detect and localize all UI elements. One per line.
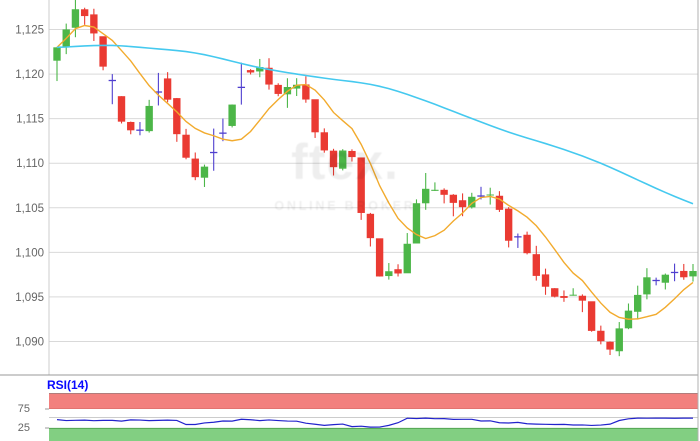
svg-text:RSI(14): RSI(14) — [47, 378, 88, 392]
svg-text:1,115: 1,115 — [16, 114, 44, 126]
svg-text:75: 75 — [18, 403, 30, 415]
svg-text:25: 25 — [18, 422, 30, 434]
svg-text:1,095: 1,095 — [15, 292, 44, 304]
svg-text:1,110: 1,110 — [16, 158, 44, 170]
svg-text:1,105: 1,105 — [15, 203, 44, 215]
svg-text:1,100: 1,100 — [15, 247, 44, 259]
svg-text:1,120: 1,120 — [15, 69, 44, 81]
svg-text:1,125: 1,125 — [15, 25, 44, 37]
svg-text:1,090: 1,090 — [15, 336, 44, 348]
